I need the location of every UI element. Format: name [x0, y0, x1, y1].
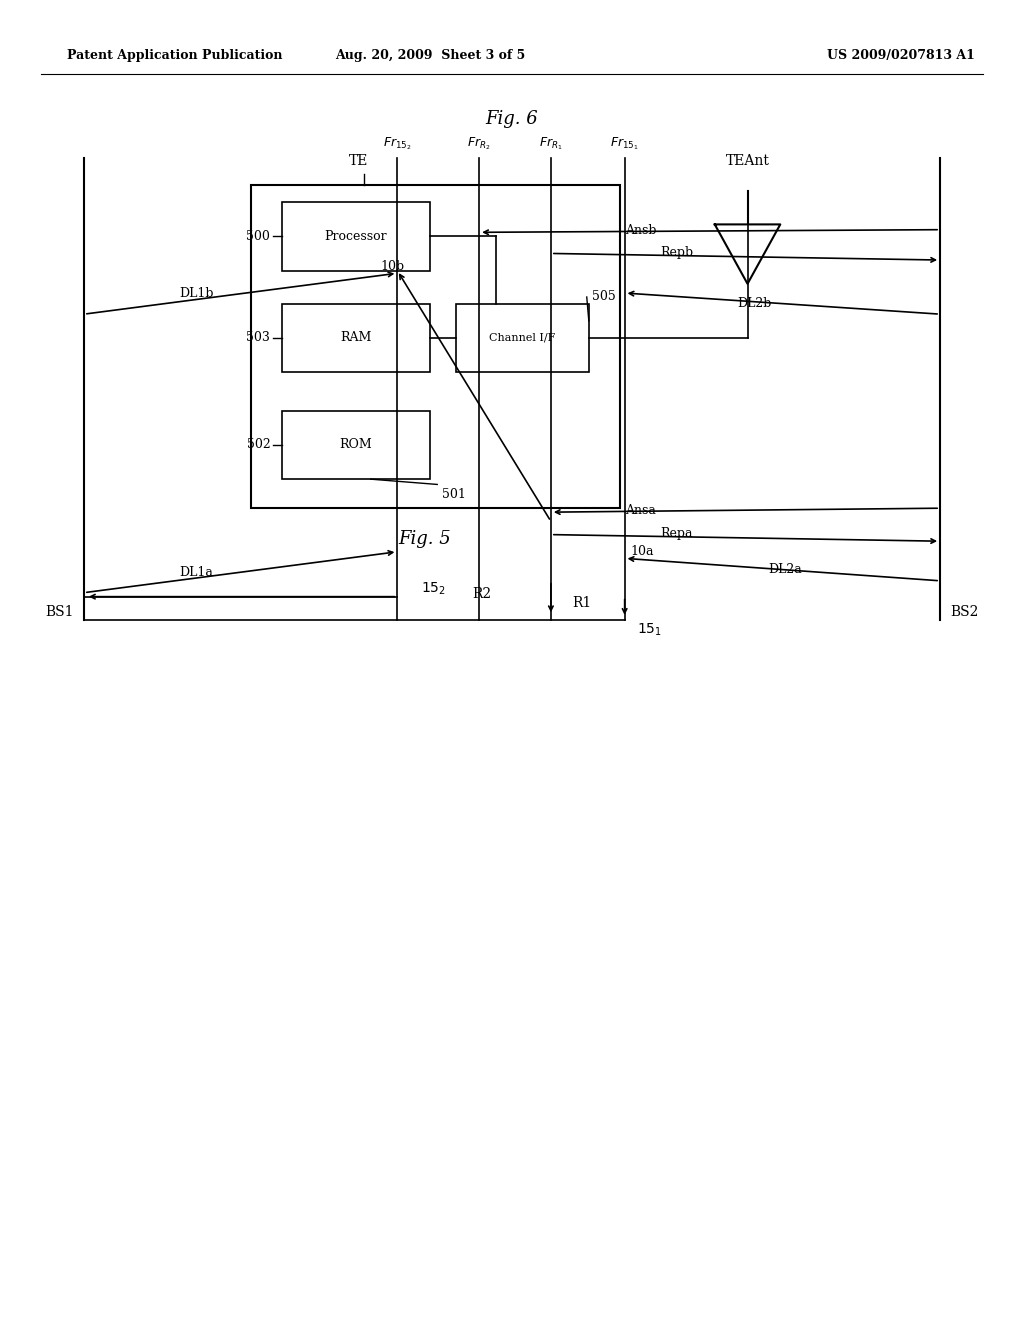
Text: DL2b: DL2b — [737, 297, 772, 310]
Text: TEAnt: TEAnt — [726, 153, 769, 168]
Text: RAM: RAM — [340, 331, 372, 345]
Text: 10a: 10a — [631, 545, 654, 558]
Text: $Fr_{R_1}$: $Fr_{R_1}$ — [539, 135, 563, 152]
Text: Fig. 6: Fig. 6 — [485, 110, 539, 128]
Text: DL1b: DL1b — [179, 288, 214, 300]
Text: DL2a: DL2a — [768, 564, 802, 576]
Text: Processor: Processor — [325, 230, 387, 243]
Text: BS1: BS1 — [45, 606, 74, 619]
Text: Repb: Repb — [660, 247, 693, 259]
Bar — [456, 304, 589, 372]
Text: $15_2$: $15_2$ — [421, 581, 445, 597]
Text: 505: 505 — [592, 290, 615, 304]
Text: 501: 501 — [442, 488, 466, 502]
Bar — [282, 304, 430, 372]
Text: 10b: 10b — [380, 260, 404, 273]
Text: $15_1$: $15_1$ — [637, 622, 662, 638]
Text: R1: R1 — [572, 597, 592, 610]
Text: $Fr_{15_2}$: $Fr_{15_2}$ — [383, 135, 412, 152]
Text: ROM: ROM — [340, 438, 372, 451]
Text: 500: 500 — [247, 230, 270, 243]
Text: Fig. 5: Fig. 5 — [398, 529, 452, 548]
Text: DL1a: DL1a — [179, 566, 213, 578]
Text: 502: 502 — [247, 438, 270, 451]
Text: Repa: Repa — [660, 528, 693, 540]
Text: TE: TE — [349, 153, 368, 168]
Bar — [251, 185, 620, 508]
Text: 503: 503 — [247, 331, 270, 345]
Text: BS2: BS2 — [950, 606, 979, 619]
Text: Ansa: Ansa — [625, 504, 655, 516]
Text: Aug. 20, 2009  Sheet 3 of 5: Aug. 20, 2009 Sheet 3 of 5 — [335, 49, 525, 62]
Bar — [282, 202, 430, 271]
Text: R2: R2 — [472, 587, 492, 601]
Text: $Fr_{15_1}$: $Fr_{15_1}$ — [610, 135, 639, 152]
Text: Ansb: Ansb — [625, 224, 656, 238]
Text: Channel I/F: Channel I/F — [489, 333, 555, 343]
Bar — [282, 411, 430, 479]
Text: $Fr_{R_2}$: $Fr_{R_2}$ — [467, 135, 492, 152]
Text: Patent Application Publication: Patent Application Publication — [67, 49, 282, 62]
Text: US 2009/0207813 A1: US 2009/0207813 A1 — [827, 49, 975, 62]
